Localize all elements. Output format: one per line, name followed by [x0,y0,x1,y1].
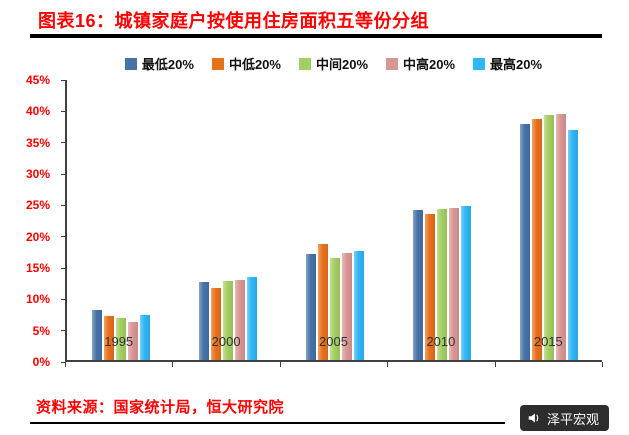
y-tick-mark [61,79,65,81]
bar [412,210,423,360]
bar [91,309,102,360]
legend-swatch [211,57,224,70]
y-tick-label: 20% [25,229,50,244]
y-tick-label: 10% [25,292,50,307]
bar [436,208,447,360]
plot-canvas [65,80,602,362]
y-tick-label: 45% [25,73,50,87]
bar [305,254,316,360]
megaphone-icon [527,411,541,425]
brand-badge: 泽平宏观 [519,405,609,431]
y-tick-mark [61,173,65,175]
bar [198,281,209,360]
x-tick-mark [602,362,603,367]
y-tick-mark [61,204,65,206]
bar-group-2010 [388,80,495,360]
bar [139,315,150,360]
x-tick-mark [387,362,388,367]
chart-legend: 最低20% 中低20% 中间20% 中高20% 最高20% [65,54,602,73]
x-tick-mark [172,362,173,367]
y-tick-mark [61,267,65,269]
brand-name: 泽平宏观 [546,411,599,427]
title-divider [30,34,602,38]
bar [555,114,566,360]
bar [353,250,364,360]
bar-group-2000 [174,80,281,360]
legend-swatch [386,57,399,70]
bar [543,114,554,360]
bar [341,252,352,360]
legend-item: 中低20% [211,54,281,73]
y-tick-mark [61,110,65,112]
x-tick-label: 1995 [104,334,134,349]
bar [460,206,471,360]
x-axis: 1995 2000 2005 2010 2015 [65,334,602,349]
y-tick-label: 5% [32,323,50,338]
bar-group-2005 [281,80,388,360]
bar [329,257,340,360]
legend-item: 中高20% [386,54,455,73]
legend-item: 中间20% [298,54,369,73]
bar [246,277,257,360]
y-tick-label: 30% [25,167,50,181]
bar [127,322,138,360]
y-tick-label: 40% [25,104,50,119]
y-tick-mark [61,236,65,238]
source-note: 资料来源：国家统计局，恒大研究院 [36,399,285,416]
y-tick-label: 25% [25,198,50,213]
bar [210,287,221,360]
legend-swatch [298,57,311,70]
legend-label: 中高20% [403,57,456,72]
x-tick-mark [495,362,496,367]
bar [448,208,459,360]
legend-item: 最低20% [124,54,194,73]
y-tick-mark [61,142,65,144]
y-tick-mark [61,298,65,300]
y-tick-label: 15% [25,261,50,275]
y-tick-label: 35% [25,135,50,150]
bar-group-2015 [495,80,602,360]
bar [222,280,233,360]
bar [531,118,542,360]
bar [103,316,114,360]
bar [317,244,328,360]
legend-label: 最高20% [490,57,543,72]
plot-area: 0% 5% 10% 15% 20% 25% 30% 35% 40% 45% [0,73,629,369]
chart-title: 图表16：城镇家庭户按使用住房面积五等份分组 [38,11,430,31]
y-tick-mark [61,330,65,332]
legend-label: 中间20% [315,57,369,72]
bar [115,318,126,360]
y-tick-label: 0% [32,355,50,369]
legend-swatch [473,57,486,70]
legend-label: 最低20% [141,57,194,72]
y-tick-mark [61,361,65,363]
bar [519,123,530,360]
x-tick-label: 2005 [319,334,348,349]
x-tick-mark [65,362,66,367]
bar [424,214,435,360]
legend-swatch [124,57,137,70]
footer-divider [30,422,505,424]
x-tick-mark [280,362,281,367]
x-tick-label: 2000 [211,334,241,349]
y-axis: 0% 5% 10% 15% 20% 25% 30% 35% 40% 45% [0,73,60,369]
legend-item: 最高20% [473,54,542,73]
legend-label: 中低20% [228,57,281,72]
bar-group-1995 [67,80,174,360]
bar-chart: 最低20% 中低20% 中间20% 中高20% 最高20% 0% 5% 10% 15% 20% 2… [0,46,629,382]
x-tick-label: 2015 [533,334,563,349]
x-tick-label: 2010 [426,334,456,349]
bar [234,280,245,360]
bar [567,130,578,360]
